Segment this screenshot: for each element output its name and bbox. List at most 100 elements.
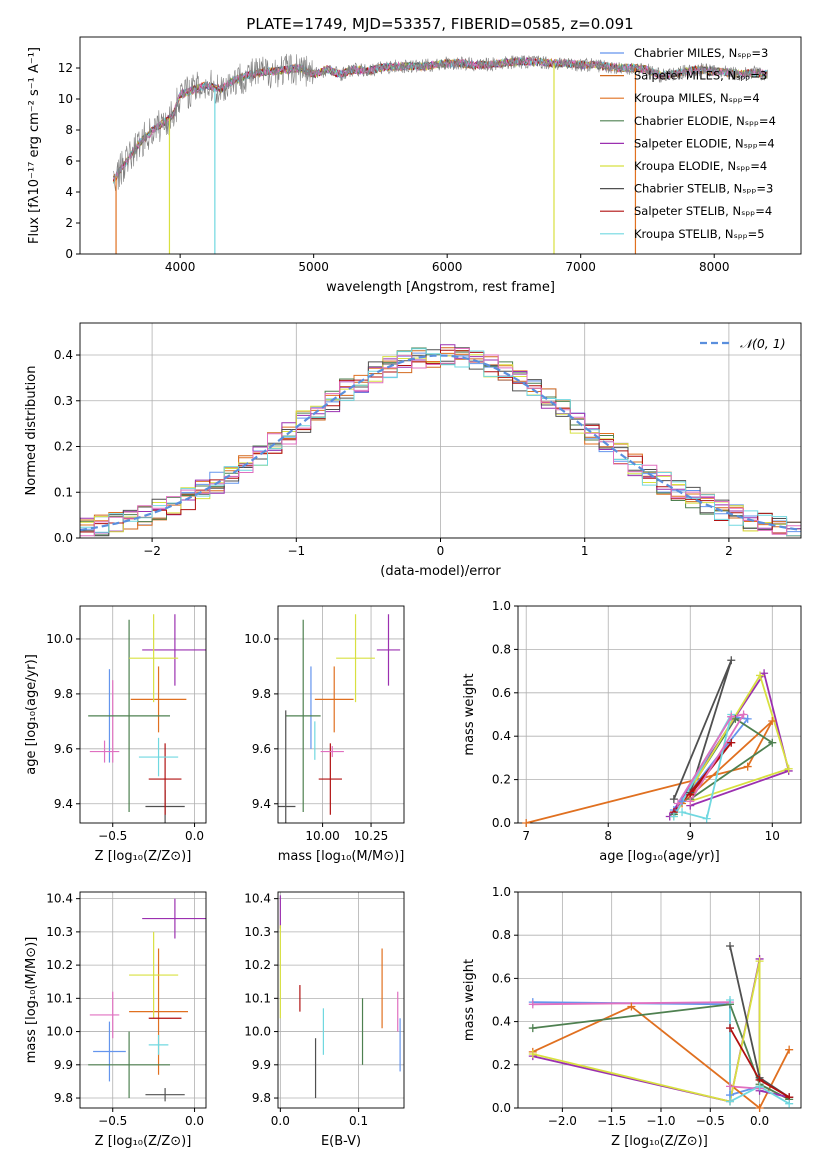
weight-line [532,1003,790,1101]
y-tick-label: 0.4 [54,348,73,362]
plot-area [518,892,801,1108]
weight-marker [727,656,736,665]
y-tick-label: 0.8 [492,928,511,942]
x-tick-label: 10.00 [305,829,339,843]
histogram-step [80,348,801,537]
y-axis-label: mass weight [462,959,477,1041]
legend-label: Kroupa ELODIE, Nₛₚₚ=4 [634,159,767,173]
x-tick-label: 10.25 [354,829,388,843]
weight-marker [760,669,769,678]
y-tick-label: 10 [58,92,73,106]
weight-marker [726,942,735,950]
axes-frame [79,36,802,255]
y-tick-label: 12 [58,61,73,75]
weight-marker [743,762,752,771]
weight-line [729,1000,790,1105]
y-tick-label: 10.0 [46,1025,73,1039]
observed-spectrum [113,53,768,191]
histogram-step [80,348,801,537]
y-tick-label: 0.2 [492,773,511,787]
y-tick-label: 10.4 [244,892,271,906]
x-axis-label: age [log₁₀(age/yr)] [599,849,720,864]
x-tick-label: −2 [143,544,161,558]
gaussian-curve [80,354,801,532]
figure-title: PLATE=1749, MJD=53357, FIBERID=0585, z=0… [246,15,633,33]
weight-marker [755,957,764,966]
weight-marker [678,808,687,817]
weight-marker [669,795,678,804]
plot-area [278,892,404,1108]
weight-line [673,714,733,820]
weight-marker [726,996,735,1004]
weight-marker [731,714,740,723]
panel-mass-vs-ebv: 0.0 0.1 9.8 9.9 10.0 10.1 10.2 10.3 10.4 E(B-V) [244,891,405,1149]
legend-label: Salpeter ELODIE, Nₛₚₚ=4 [634,136,775,150]
y-tick-label: 10.3 [244,925,271,939]
x-tick-label: 0.0 [271,1114,290,1128]
x-tick-label: 7000 [565,260,596,274]
x-tick-label: 0.0 [185,829,204,843]
x-tick-label: −0.5 [98,1114,127,1128]
plot-area [80,323,801,538]
plot-area [80,892,206,1108]
weight-marker [686,797,695,806]
x-tick-label: −1 [287,544,305,558]
y-tick-label: 10.1 [46,991,73,1005]
x-tick-label: −0.5 [696,1114,725,1128]
y-tick-label: 9.8 [252,687,271,701]
y-tick-label: 0.6 [492,686,511,700]
axes-frame [277,605,405,824]
plot-area [80,606,206,823]
y-tick-label: 0.0 [54,531,73,545]
legend-label: Salpeter MILES, Nₛₚₚ=3 [634,69,767,83]
panel-age-vs-mass: 10.00 10.25 9.4 9.6 9.8 10.0 mass [log₁₀(M/M⊙)… [244,605,405,864]
y-tick-label: 0.1 [54,485,73,499]
y-tick-label: 0.8 [492,642,511,656]
weight-marker [768,738,777,747]
x-tick-label: −0.5 [98,829,127,843]
y-tick-label: 10.0 [244,632,271,646]
weight-marker [702,814,711,823]
y-tick-label: 9.4 [252,797,271,811]
x-axis-label: Z [log₁₀(Z/Z⊙)] [611,1134,708,1149]
weight-marker [528,1000,537,1009]
axes-frame [79,605,207,824]
y-tick-label: 10.2 [244,958,271,972]
x-tick-label: 6000 [432,260,463,274]
weight-line [525,720,774,823]
y-axis-label: age [log₁₀(age/yr)] [24,654,39,775]
plot-area [518,606,801,823]
legend-label: Kroupa STELIB, Nₛₚₚ=5 [634,227,765,241]
x-axis-label: (data-model)/error [380,564,501,579]
axes-frame [79,891,207,1109]
y-tick-label: 0.2 [492,1058,511,1072]
x-tick-label: 1 [581,544,589,558]
y-tick-label: 9.9 [252,1058,271,1072]
weight-marker [755,1082,764,1091]
axes-frame [517,605,802,824]
weight-marker [727,712,736,721]
y-tick-label: 0.6 [492,971,511,985]
x-axis-label: Z [log₁₀(Z/Z⊙)] [95,849,192,864]
x-tick-label: 9 [686,829,694,843]
x-axis-label: E(B-V) [321,1134,361,1149]
weight-marker [727,738,736,747]
weight-marker [743,714,752,723]
weight-marker [726,1024,735,1033]
plot-layer: 4000 5000 6000 7000 8000024681012wavelength … [24,36,802,1149]
y-tick-label: 0 [65,247,73,261]
y-tick-label: 9.8 [252,1091,271,1105]
x-tick-label: 0.0 [750,1114,769,1128]
x-tick-label: 5000 [298,260,329,274]
weight-marker [528,1050,537,1058]
weight-marker [785,1045,794,1054]
y-axis-label: mass weight [462,673,477,755]
y-tick-label: 0.0 [492,816,511,830]
weight-marker [755,1104,764,1112]
weight-marker [755,671,764,680]
x-axis-label: Z [log₁₀(Z/Z⊙)] [95,1134,192,1149]
y-tick-label: 2 [65,216,73,230]
y-tick-label: 9.9 [54,1058,73,1072]
x-tick-label: −1.5 [597,1114,626,1128]
